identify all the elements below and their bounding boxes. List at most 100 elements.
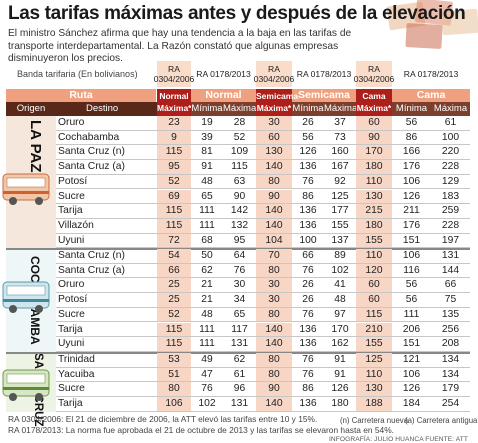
fare-cell: 48 (201, 308, 213, 320)
destination-cell: Potosí (58, 175, 88, 187)
fare-cell: 197 (441, 234, 460, 246)
resolution-cama-old: RA 0304/2006 (354, 61, 394, 87)
fare-cell: 106 (157, 397, 191, 411)
fare-cell: 151 (402, 234, 421, 246)
resolution-label: RA 0304/2006 (253, 64, 295, 84)
fare-cell: 25 (157, 278, 191, 293)
fare-cell: 80 (256, 263, 292, 278)
header-ruta: Ruta (6, 89, 156, 102)
table-row: Yacuiba 51 47 61 80 76 91 110 106 134 (56, 367, 470, 383)
header-cama: Cama (392, 89, 470, 102)
table-row: Trinidad 53 49 62 80 76 91 125 121 134 (56, 353, 470, 368)
fare-cell: 134 (441, 354, 460, 365)
table-row: Potosí 25 21 34 30 26 48 60 56 75 (56, 293, 470, 308)
table-row: Oruro 25 21 30 30 26 41 60 56 66 (56, 278, 470, 294)
fare-cell: 140 (256, 160, 292, 174)
fare-cell: 76 (302, 354, 314, 365)
fare-cell: 140 (256, 322, 292, 337)
fare-cell: 259 (441, 205, 460, 217)
header-normal-max: Máxima (223, 102, 257, 116)
legend-old-road: (a) Carretera antigua (405, 416, 478, 425)
fare-cell: 52 (157, 174, 191, 189)
header-line: Máxima* (356, 103, 392, 113)
fare-cell: 76 (302, 308, 314, 320)
fare-cell: 188 (356, 397, 392, 411)
fare-cell: 56 (405, 279, 418, 291)
fare-cell: 106 (402, 368, 421, 380)
fare-cell: 126 (402, 190, 421, 202)
fare-cell: 136 (299, 205, 317, 217)
fare-cell: 19 (201, 117, 213, 128)
fare-cell: 61 (233, 368, 246, 380)
fare-cell: 80 (256, 174, 292, 189)
fare-cell: 140 (256, 204, 292, 218)
destination-cell: Santa Cruz (a) (58, 264, 125, 276)
fare-cell: 39 (201, 131, 213, 143)
fare-cell: 184 (402, 398, 421, 410)
fare-cell: 140 (256, 218, 292, 233)
destination-cell: Santa Cruz (n) (58, 146, 125, 158)
fare-cell: 70 (256, 249, 292, 263)
fare-cell: 142 (230, 205, 249, 217)
fare-cell: 211 (403, 205, 420, 217)
fare-cell: 180 (356, 218, 392, 233)
resolution-cama-new: RA 0178/2013 (403, 69, 459, 79)
resolution-semicama-old: RA 0304/2006 (253, 61, 295, 87)
fare-cell: 60 (356, 278, 392, 293)
fare-cell: 115 (157, 337, 191, 351)
fare-cell: 72 (157, 233, 191, 248)
footnote-2006: RA 0304/2006: El 21 de diciembre de 2006… (8, 414, 318, 424)
fare-cell: 95 (157, 160, 191, 174)
fare-cell: 140 (256, 337, 292, 351)
fare-cell: 254 (441, 398, 460, 410)
fare-cell: 91 (201, 161, 213, 173)
fare-cell: 80 (256, 307, 292, 322)
table-row: Tarija 115 111 142 140 136 177 215 211 259 (56, 204, 470, 219)
header-destino: Destino (56, 102, 157, 116)
fare-cell: 109 (230, 146, 249, 158)
fare-cell: 76 (302, 264, 314, 276)
fare-cell: 176 (402, 219, 421, 231)
fare-cell: 115 (157, 218, 191, 233)
fare-cell: 26 (302, 294, 314, 306)
fare-cell: 37 (334, 117, 346, 128)
header-semicama: Semicama (292, 89, 356, 102)
fare-cell: 102 (331, 264, 349, 276)
fare-cell: 140 (256, 397, 292, 411)
fare-cell: 9 (157, 130, 191, 145)
fare-cell: 177 (331, 205, 349, 217)
fare-cell: 34 (233, 294, 246, 306)
fare-cell: 60 (256, 130, 292, 145)
header-normal-max-old: Normal Máxima* (157, 89, 192, 116)
fare-cell: 90 (256, 189, 292, 204)
fare-cell: 162 (331, 338, 349, 350)
fare-cell: 47 (201, 368, 213, 380)
fare-cell: 30 (256, 293, 292, 307)
fare-cell: 90 (256, 382, 292, 397)
destination-cell: Villazón (58, 219, 94, 231)
fare-cell: 256 (441, 323, 460, 335)
fare-cell: 48 (334, 294, 346, 306)
header-origen: Origen (6, 102, 56, 116)
fare-cell: 155 (331, 219, 349, 231)
fare-cell: 136 (299, 338, 317, 350)
table-row: Sucre 80 76 96 90 86 126 130 126 179 (56, 382, 470, 398)
fare-cell: 115 (231, 161, 248, 173)
destination-cell: Sucre (58, 308, 85, 320)
fare-cell: 51 (157, 367, 191, 382)
fare-cell: 56 (405, 294, 418, 306)
destination-cell: Potosí (58, 294, 88, 306)
bus-illustration (2, 173, 50, 205)
header-cama-min: Mínima (392, 102, 431, 116)
fare-cell: 125 (331, 190, 349, 202)
fare-cell: 126 (299, 146, 317, 158)
destination-cell: Uyuni (58, 338, 85, 350)
fare-cell: 131 (230, 398, 249, 410)
table-row: Uyuni 72 68 95 104 100 137 155 151 197 (56, 233, 470, 249)
fare-cell: 125 (356, 353, 392, 367)
fare-cell: 180 (331, 398, 349, 410)
table-row: Tarija 106 102 131 140 136 180 188 184 254 (56, 397, 470, 412)
resolution-normal-old: RA 0304/2006 (154, 61, 194, 87)
fare-cell: 206 (402, 323, 421, 335)
fare-cell: 53 (157, 353, 191, 367)
